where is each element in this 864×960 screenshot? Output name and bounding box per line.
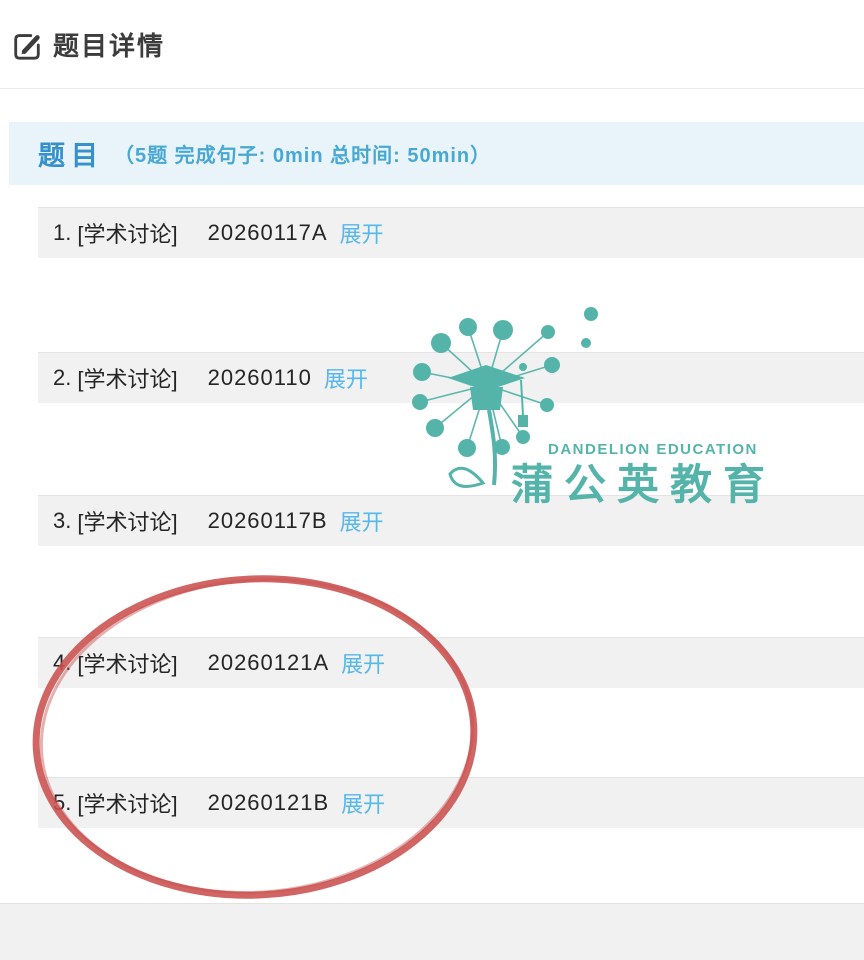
section-meta: （5题 完成句子: 0min 总时间: 50min）	[114, 145, 492, 167]
question-row-4: 4. [学术讨论] 20260121A 展开	[38, 637, 864, 688]
question-number: 2.	[53, 365, 72, 390]
question-tag: [学术讨论]	[77, 792, 178, 817]
page-title: 题目详情	[53, 31, 166, 61]
question-row-5: 5. [学术讨论] 20260121B 展开	[38, 777, 864, 828]
header-divider	[0, 88, 864, 89]
question-code: 20260117B	[207, 508, 328, 533]
question-number: 3.	[53, 508, 72, 533]
question-number: 5.	[53, 790, 72, 815]
question-row-2: 2. [学术讨论] 20260110 展开	[38, 352, 864, 403]
question-code: 20260121B	[207, 790, 330, 815]
question-code: 20260121A	[207, 650, 330, 675]
question-row-1: 1. [学术讨论] 20260117A 展开	[38, 207, 864, 258]
edit-icon	[14, 33, 40, 60]
expand-link[interactable]: 展开	[339, 510, 384, 535]
stem	[487, 409, 498, 486]
question-tag: [学术讨论]	[77, 652, 178, 677]
expand-link[interactable]: 展开	[341, 652, 386, 677]
section-title: 题目	[38, 141, 104, 171]
logo-text-en: DANDELION EDUCATION	[548, 441, 758, 458]
question-code: 20260117A	[207, 220, 328, 245]
question-number: 1.	[53, 220, 72, 245]
red-circle-annotation	[32, 575, 478, 899]
leaf	[448, 466, 486, 488]
next-row-partial	[0, 903, 864, 960]
question-code: 20260110	[207, 365, 312, 390]
expand-link[interactable]: 展开	[323, 367, 368, 392]
question-tag: [学术讨论]	[77, 367, 178, 392]
page-header: 题目详情	[0, 0, 864, 88]
section-bar: 题目 （5题 完成句子: 0min 总时间: 50min）	[9, 122, 864, 185]
question-tag: [学术讨论]	[77, 510, 178, 535]
question-tag: [学术讨论]	[77, 222, 178, 247]
question-number: 4.	[53, 650, 72, 675]
expand-link[interactable]: 展开	[339, 222, 384, 247]
question-row-3: 3. [学术讨论] 20260117B 展开	[38, 495, 864, 546]
expand-link[interactable]: 展开	[341, 792, 386, 817]
